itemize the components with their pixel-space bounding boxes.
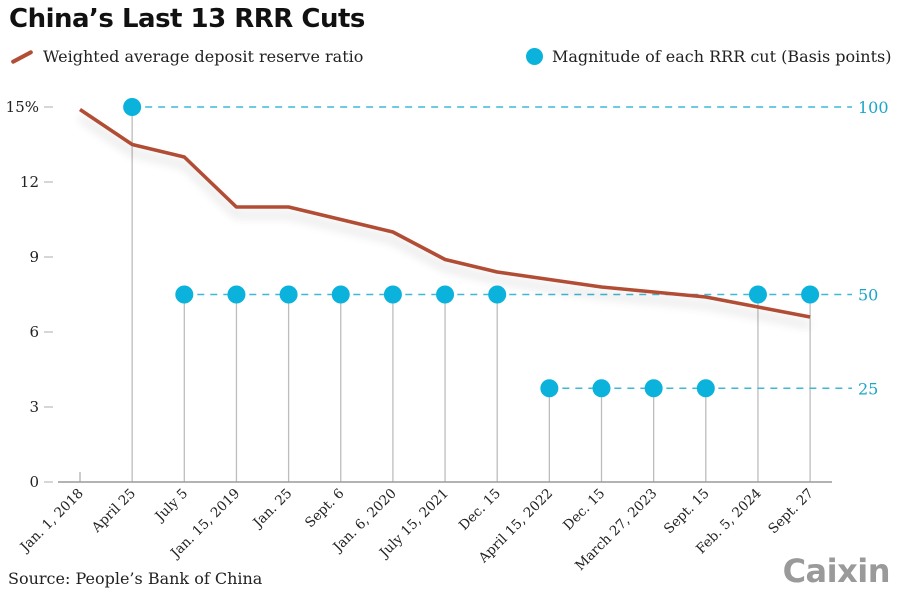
x-tick-label: Sept. 6 [302, 486, 348, 532]
y-tick-label: 9 [29, 248, 39, 266]
cut-dot [227, 285, 246, 304]
x-tick-label: Jan. 25 [249, 486, 296, 533]
caixin-logo: Caixin [782, 552, 891, 590]
x-tick-label: July 5 [151, 486, 191, 526]
x-tick-label: April 25 [88, 486, 139, 537]
dot-swatch-icon [526, 48, 543, 65]
cut-dot [436, 285, 455, 304]
x-tick-label: Dec. 15 [456, 486, 504, 534]
cut-dot [383, 285, 402, 304]
cut-dot [801, 285, 820, 304]
legend-label-dot: Magnitude of each RRR cut (Basis points) [552, 47, 892, 66]
y-tick-label: 6 [29, 323, 39, 341]
dashed-levels-layer [132, 106, 852, 390]
legend-label-line: Weighted average deposit reserve ratio [43, 47, 364, 66]
labels-layer: 0 3 6 9 12 15% 100 50 25 Jan. 1, 2018 April 25 July… [6, 98, 889, 574]
reserve-ratio-line [78, 108, 811, 319]
cut-dot [279, 285, 298, 304]
y-tick-label: 3 [29, 398, 39, 416]
source-note: Source: People’s Bank of China [8, 569, 263, 588]
chart-title: China’s Last 13 RRR Cuts [9, 4, 365, 34]
x-tick-label: Dec. 15 [560, 486, 608, 534]
x-tick-label: Sept. 27 [765, 486, 817, 538]
x-tick-label: Sept. 15 [661, 486, 713, 538]
cut-dot [331, 285, 350, 304]
y-tick-label: 15% [6, 98, 39, 116]
cut-dot [696, 379, 715, 398]
cut-dot [644, 379, 663, 398]
axes-layer [44, 106, 832, 483]
y-tick-label: 12 [20, 173, 39, 191]
bp-level-label: 50 [858, 286, 878, 305]
cut-dot [592, 379, 611, 398]
cut-dot [748, 285, 767, 304]
legend-item-dot: Magnitude of each RRR cut (Basis points) [526, 47, 891, 66]
cut-dot [175, 285, 194, 304]
x-tick-label: Jan. 1, 2018 [16, 486, 87, 557]
stems-layer [131, 107, 811, 482]
dots-layer [123, 98, 820, 398]
y-tick-label: 0 [29, 473, 39, 491]
legend-item-line: Weighted average deposit reserve ratio [10, 47, 363, 66]
cut-dot [123, 98, 142, 116]
bp-level-label: 25 [858, 379, 878, 398]
line-layer [78, 108, 811, 319]
cut-dot [540, 379, 559, 398]
bp-level-label: 100 [858, 98, 889, 117]
cut-dot [488, 285, 507, 304]
